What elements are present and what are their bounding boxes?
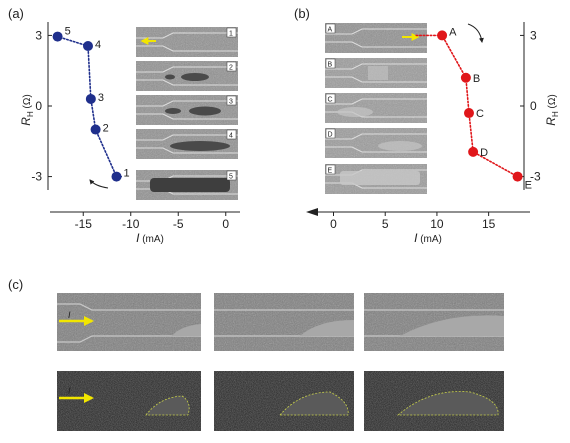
frame-diff-1: I xyxy=(57,371,201,431)
chart-b-x-tick-label: 10 xyxy=(430,217,444,231)
chart-b-insets: A B C xyxy=(325,23,427,194)
chart-b-plot: 0 5 10 15 3 0 -3 I (mA) RH (Ω) A B C D E xyxy=(306,22,560,245)
inset-a-label-5: 5 xyxy=(229,174,233,181)
chart-a-point-label-4: 4 xyxy=(95,39,101,51)
inset-b-A: A xyxy=(325,23,427,53)
inset-b-D: D xyxy=(325,128,427,158)
current-label-c-bottom: I xyxy=(68,386,71,396)
chart-a-x-tick-label: -5 xyxy=(173,217,184,231)
inset-b-label-D: D xyxy=(328,132,333,139)
chart-b-y-tick-label: 3 xyxy=(530,28,537,42)
chart-a-y-tick-label: 3 xyxy=(35,28,42,42)
chart-a-point-1 xyxy=(111,171,122,182)
chart-b-curve xyxy=(415,34,519,178)
chart-a-x-tick-label: 0 xyxy=(222,217,229,231)
inset-b-B: B xyxy=(325,58,427,88)
inset-a-5: 5 xyxy=(136,170,238,200)
frame-diff-2 xyxy=(214,371,354,431)
chart-b-x-axis-arrowhead xyxy=(306,208,318,216)
chart-b-point-C xyxy=(463,108,474,119)
chart-a: 1 2 3 xyxy=(19,22,240,245)
inset-a-label-2: 2 xyxy=(229,65,233,72)
chart-b-y-tick-label: -3 xyxy=(530,170,541,184)
chart-b-point-D xyxy=(468,146,479,157)
chart-b-point-E xyxy=(512,171,523,182)
chart-b-y-tick-label: 0 xyxy=(530,99,537,113)
chart-a-x-tick-label: -10 xyxy=(122,217,140,231)
chart-b-point-label-C: C xyxy=(476,108,484,120)
chart-a-point-label-2: 2 xyxy=(103,123,109,135)
chart-a-y-tick-label: -3 xyxy=(31,170,42,184)
chart-b-x-tick-label: 0 xyxy=(330,217,337,231)
chart-b-point-A xyxy=(437,30,448,41)
inset-b-E: E xyxy=(325,164,427,194)
inset-b-label-E: E xyxy=(328,168,333,175)
chart-b-x-axis-label: I (mA) xyxy=(414,231,442,245)
chart-a-point-2 xyxy=(90,124,101,135)
chart-b-x-tick-label: 15 xyxy=(482,217,496,231)
current-label-c-top: I xyxy=(68,310,71,320)
chart-a-point-label-3: 3 xyxy=(98,92,104,104)
chart-a-x-tick-label: -15 xyxy=(75,217,93,231)
chart-a-point-label-1: 1 xyxy=(124,168,130,180)
chart-a-point-3 xyxy=(85,93,96,104)
inset-a-4: 4 xyxy=(136,129,238,159)
inset-b-label-A: A xyxy=(328,27,333,34)
chart-a-sweep-arrow xyxy=(89,179,109,189)
chart-b-y-axis-label: RH (Ω) xyxy=(544,94,560,125)
chart-a-plot: -15 -10 -5 0 3 0 -3 I (mA) RH (Ω) 1 2 3 4 5 xyxy=(19,22,240,245)
frame-gray-2 xyxy=(214,293,354,351)
inset-a-label-1: 1 xyxy=(229,31,233,38)
inset-b-C: C xyxy=(325,93,427,123)
chart-b: A B C xyxy=(306,22,560,245)
chart-b-point-B xyxy=(460,72,471,83)
panel-label-b: (b) xyxy=(294,6,310,21)
chart-a-x-axis-label: I (mA) xyxy=(136,231,164,245)
chart-b-point-label-B: B xyxy=(473,73,480,85)
inset-a-label-3: 3 xyxy=(229,99,233,106)
panel-label-c: (c) xyxy=(8,277,23,292)
inset-b-label-C: C xyxy=(328,97,333,104)
chart-a-insets: 1 2 3 xyxy=(136,27,238,200)
chart-b-x-tick-label: 5 xyxy=(382,217,389,231)
frame-gray-1: I xyxy=(57,293,201,351)
chart-a-point-label-5: 5 xyxy=(65,26,71,38)
inset-a-2: 2 xyxy=(136,61,238,91)
chart-b-point-label-D: D xyxy=(480,147,488,159)
frame-diff-3 xyxy=(364,371,504,431)
chart-a-curve xyxy=(56,35,123,178)
panel-label-a: (a) xyxy=(8,6,24,21)
chart-a-y-axis-label: RH (Ω) xyxy=(19,94,35,125)
chart-a-point-4 xyxy=(83,41,93,51)
chart-b-point-label-A: A xyxy=(449,26,457,38)
inset-a-3: 3 xyxy=(136,95,238,125)
panel-c-frames: I I xyxy=(57,293,504,431)
chart-a-point-5 xyxy=(52,31,63,42)
chart-b-point-label-E: E xyxy=(525,180,532,192)
inset-b-label-B: B xyxy=(328,62,333,69)
chart-a-y-tick-label: 0 xyxy=(35,99,42,113)
inset-a-label-4: 4 xyxy=(229,133,233,140)
frame-gray-3 xyxy=(364,293,504,351)
inset-a-1: 1 xyxy=(136,27,238,57)
chart-b-sweep-arrow xyxy=(467,23,484,43)
